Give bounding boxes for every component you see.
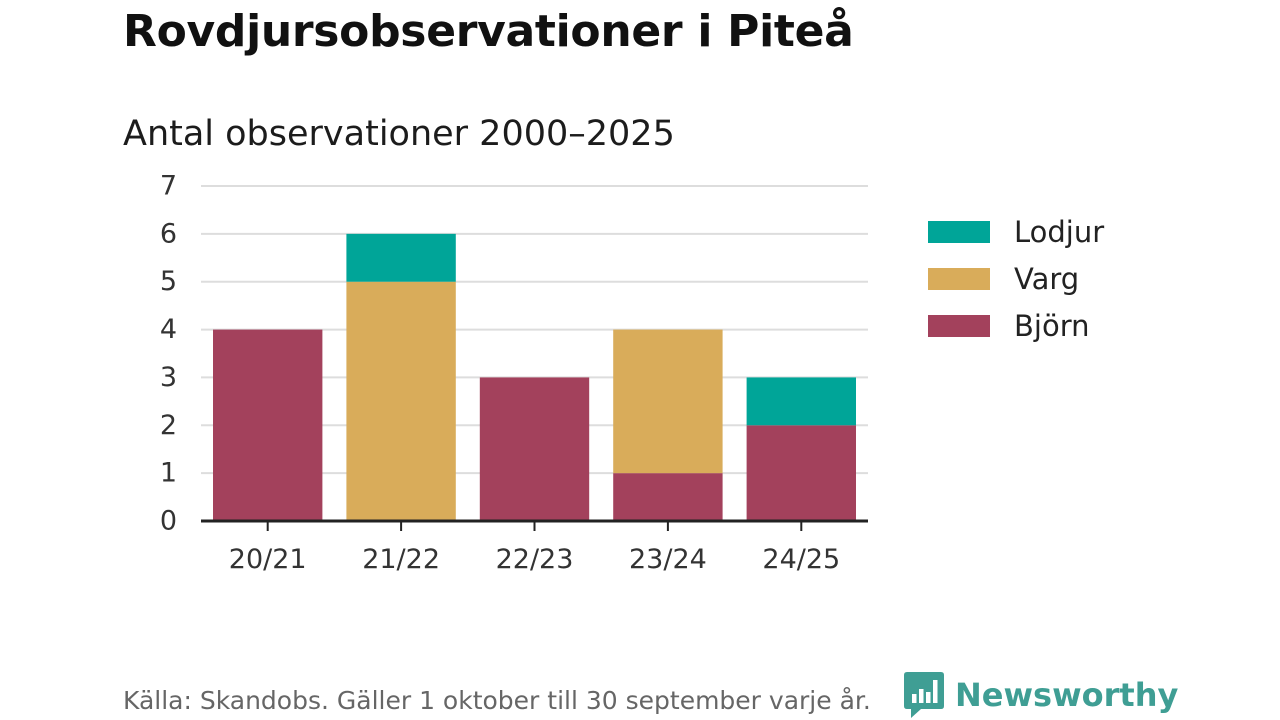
y-tick-label: 0 <box>160 506 177 537</box>
y-tick-label: 6 <box>160 218 177 249</box>
bars <box>213 233 856 521</box>
y-tick-label: 4 <box>160 314 177 345</box>
bar-bjorn-24-25 <box>746 425 856 521</box>
x-tick-label: 21/22 <box>362 544 440 575</box>
bar-varg-21-22 <box>346 281 456 521</box>
legend: Lodjur Varg Björn <box>928 215 1104 343</box>
y-tick-label: 7 <box>160 171 177 202</box>
chart-title: Rovdjursobservationer i Piteå <box>123 6 854 57</box>
source-note: Källa: Skandobs. Gäller 1 oktober till 3… <box>123 686 871 715</box>
brand-name: Newsworthy <box>955 676 1179 714</box>
bar-bjorn-20-21 <box>213 329 323 521</box>
bar-bjorn-23-24 <box>613 473 723 521</box>
y-tick-label: 2 <box>160 410 177 441</box>
x-tick-label: 24/25 <box>762 544 840 575</box>
bar-lodjur-24-25 <box>746 377 856 426</box>
legend-swatch-varg <box>928 268 990 290</box>
legend-label-varg: Varg <box>1014 262 1079 296</box>
y-tick-label: 3 <box>160 362 177 393</box>
x-tick-label: 20/21 <box>229 544 307 575</box>
x-tick-label: 22/23 <box>496 544 574 575</box>
stacked-bar-chart: 0 1 2 3 4 5 6 7 20/21 21/22 22/23 23/24 24/25 Lodju… <box>160 171 1104 576</box>
newsworthy-logo-icon <box>904 672 944 718</box>
newsworthy-logo: Newsworthy <box>903 670 1178 720</box>
y-axis-ticks: 0 1 2 3 4 5 6 7 <box>160 171 177 537</box>
legend-swatch-lodjur <box>928 221 990 243</box>
legend-label-bjorn: Björn <box>1014 309 1090 343</box>
x-tick-label: 23/24 <box>629 544 707 575</box>
x-axis-ticks: 20/21 21/22 22/23 23/24 24/25 <box>229 521 840 575</box>
chart-subtitle: Antal observationer 2000–2025 <box>123 114 675 154</box>
y-tick-label: 1 <box>160 458 177 489</box>
bar-bjorn-22-23 <box>479 377 590 521</box>
legend-swatch-bjorn <box>928 315 990 337</box>
bar-lodjur-21-22 <box>346 233 456 282</box>
y-tick-label: 5 <box>160 266 177 297</box>
bar-varg-23-24 <box>613 329 723 474</box>
legend-label-lodjur: Lodjur <box>1014 215 1104 249</box>
